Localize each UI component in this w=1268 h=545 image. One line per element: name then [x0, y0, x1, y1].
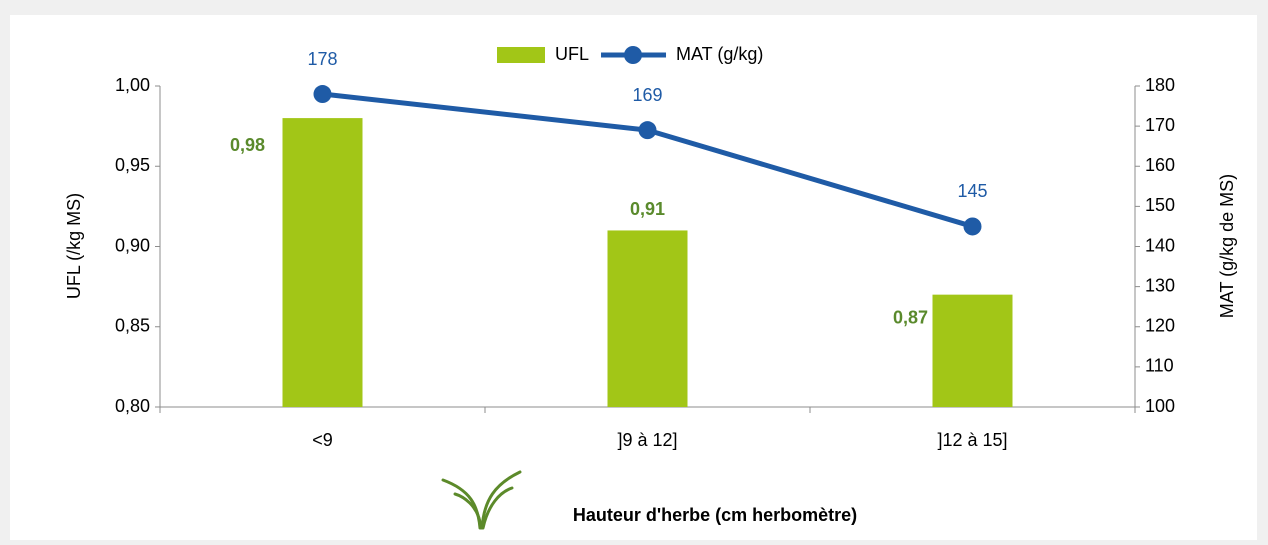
line-value-label: 169 — [632, 85, 662, 105]
y2-tick-label: 140 — [1145, 235, 1175, 255]
y-tick-label: 1,00 — [115, 75, 150, 95]
y2-tick-label: 120 — [1145, 316, 1175, 336]
line-point — [314, 85, 332, 103]
y2-axis-title: MAT (g/kg de MS) — [1217, 174, 1237, 318]
y2-tick-label: 180 — [1145, 75, 1175, 95]
bar — [933, 295, 1013, 407]
legend-label: UFL — [555, 44, 589, 64]
legend-swatch-marker — [624, 46, 642, 64]
x-tick-label: ]9 à 12] — [617, 430, 677, 450]
x-tick-label: ]12 à 15] — [937, 430, 1007, 450]
bar-value-label: 0,87 — [893, 307, 928, 327]
bar — [283, 118, 363, 407]
y-axis-title: UFL (/kg MS) — [64, 193, 84, 299]
line-point — [964, 217, 982, 235]
line-value-label: 178 — [307, 49, 337, 69]
y-tick-label: 0,90 — [115, 235, 150, 255]
y-tick-label: 0,95 — [115, 155, 150, 175]
line-value-label: 145 — [957, 181, 987, 201]
y2-tick-label: 130 — [1145, 275, 1175, 295]
y2-tick-label: 160 — [1145, 155, 1175, 175]
y2-tick-label: 150 — [1145, 195, 1175, 215]
bar-value-label: 0,91 — [630, 199, 665, 219]
bar — [608, 230, 688, 407]
legend-label: MAT (g/kg) — [676, 44, 763, 64]
chart: Hauteur d'herbe (cm herbomètre) UFL (/kg… — [0, 0, 1268, 545]
y-tick-label: 0,85 — [115, 316, 150, 336]
line-point — [639, 121, 657, 139]
x-axis-title: Hauteur d'herbe (cm herbomètre) — [573, 505, 857, 525]
legend-swatch — [497, 47, 545, 63]
y2-tick-label: 170 — [1145, 115, 1175, 135]
x-tick-label: <9 — [312, 430, 333, 450]
y2-tick-label: 110 — [1145, 356, 1174, 376]
y-tick-label: 0,80 — [115, 396, 150, 416]
bar-value-label: 0,98 — [230, 135, 265, 155]
y2-tick-label: 100 — [1145, 396, 1175, 416]
